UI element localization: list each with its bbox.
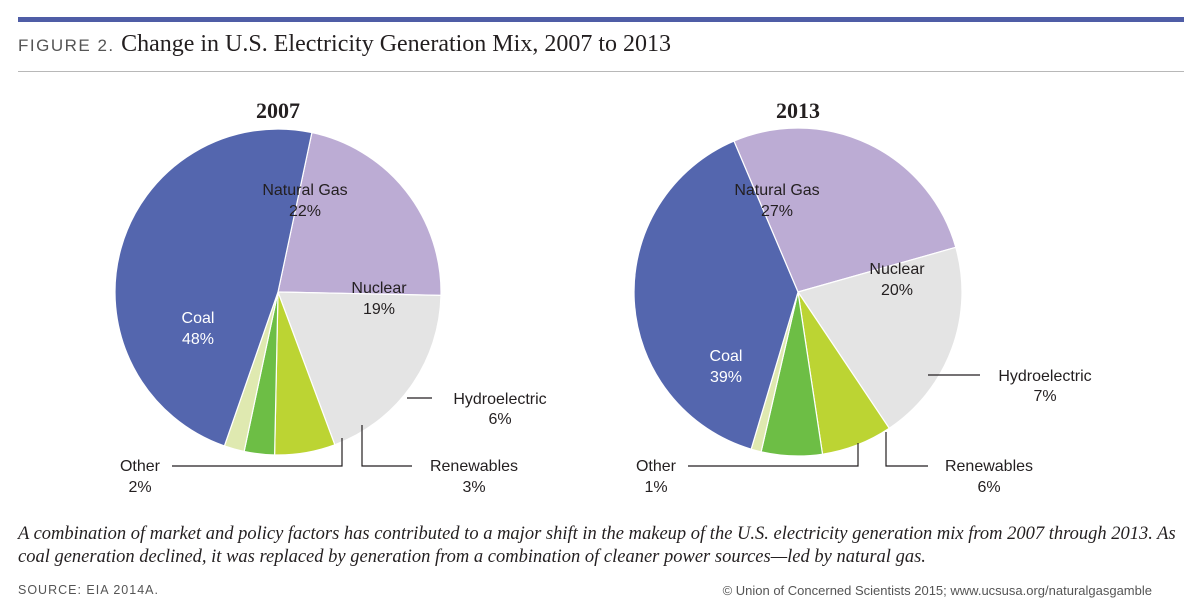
slice-value-nuclear: 20% [881,282,913,299]
pie-title: 2007 [256,98,300,123]
pie-chart-2007: 2007 Natural Gas 22% Nuclear 19% Hydroelectri… [114,98,547,496]
slice-label-natural-gas: Natural Gas [734,182,819,199]
pie-slice-coal [114,128,313,447]
pie-slice-coal [633,140,799,450]
slice-value-coal: 48% [182,331,214,348]
pie-slice-natural-gas [733,127,957,293]
credit-note: © Union of Concerned Scientists 2015; ww… [722,583,1152,598]
slice-label-nuclear: Nuclear [869,261,925,278]
slice-value-renewables: 6% [977,479,1000,496]
slice-label-coal: Coal [710,348,743,365]
title-divider [18,71,1184,72]
slice-label-hydroelectric: Hydroelectric [453,391,546,408]
pie-chart-2013: 2013 Natural Gas 27% Nuclear 20% Hydroelectri… [633,98,1092,496]
slice-value-natural-gas: 27% [761,203,793,220]
figure-title-text: Change in U.S. Electricity Generation Mi… [121,31,671,57]
pie-slice-natural-gas [277,131,442,297]
slice-value-natural-gas: 22% [289,203,321,220]
slice-value-other: 2% [128,479,151,496]
leader-line-other [688,443,859,467]
slice-label-coal: Coal [182,310,215,327]
leader-line-renewables [361,425,412,467]
slice-value-nuclear: 19% [363,301,395,318]
slice-value-renewables: 3% [462,479,485,496]
pie-slice-nuclear [797,246,963,430]
slice-value-other: 1% [644,479,667,496]
pie-slice-nuclear [277,291,442,446]
slice-label-renewables: Renewables [945,458,1033,475]
slice-label-hydroelectric: Hydroelectric [998,368,1091,385]
figure-title: FIGURE 2. Change in U.S. Electricity Gen… [18,31,671,58]
top-rule [18,17,1184,22]
figure-caption: A combination of market and policy facto… [18,524,1176,567]
source-note: SOURCE: EIA 2014A. [18,583,159,597]
slice-label-natural-gas: Natural Gas [262,182,347,199]
slice-label-nuclear: Nuclear [351,280,407,297]
slice-value-hydroelectric: 6% [488,411,511,428]
leader-line-renewables [885,432,928,467]
slice-label-other: Other [636,458,677,475]
figure-label: FIGURE 2. [18,36,115,55]
slice-value-hydroelectric: 7% [1033,388,1056,405]
slice-label-other: Other [120,458,161,475]
slice-label-renewables: Renewables [430,458,518,475]
slice-value-coal: 39% [710,369,742,386]
pie-title: 2013 [776,98,820,123]
leader-line-other [172,438,343,467]
